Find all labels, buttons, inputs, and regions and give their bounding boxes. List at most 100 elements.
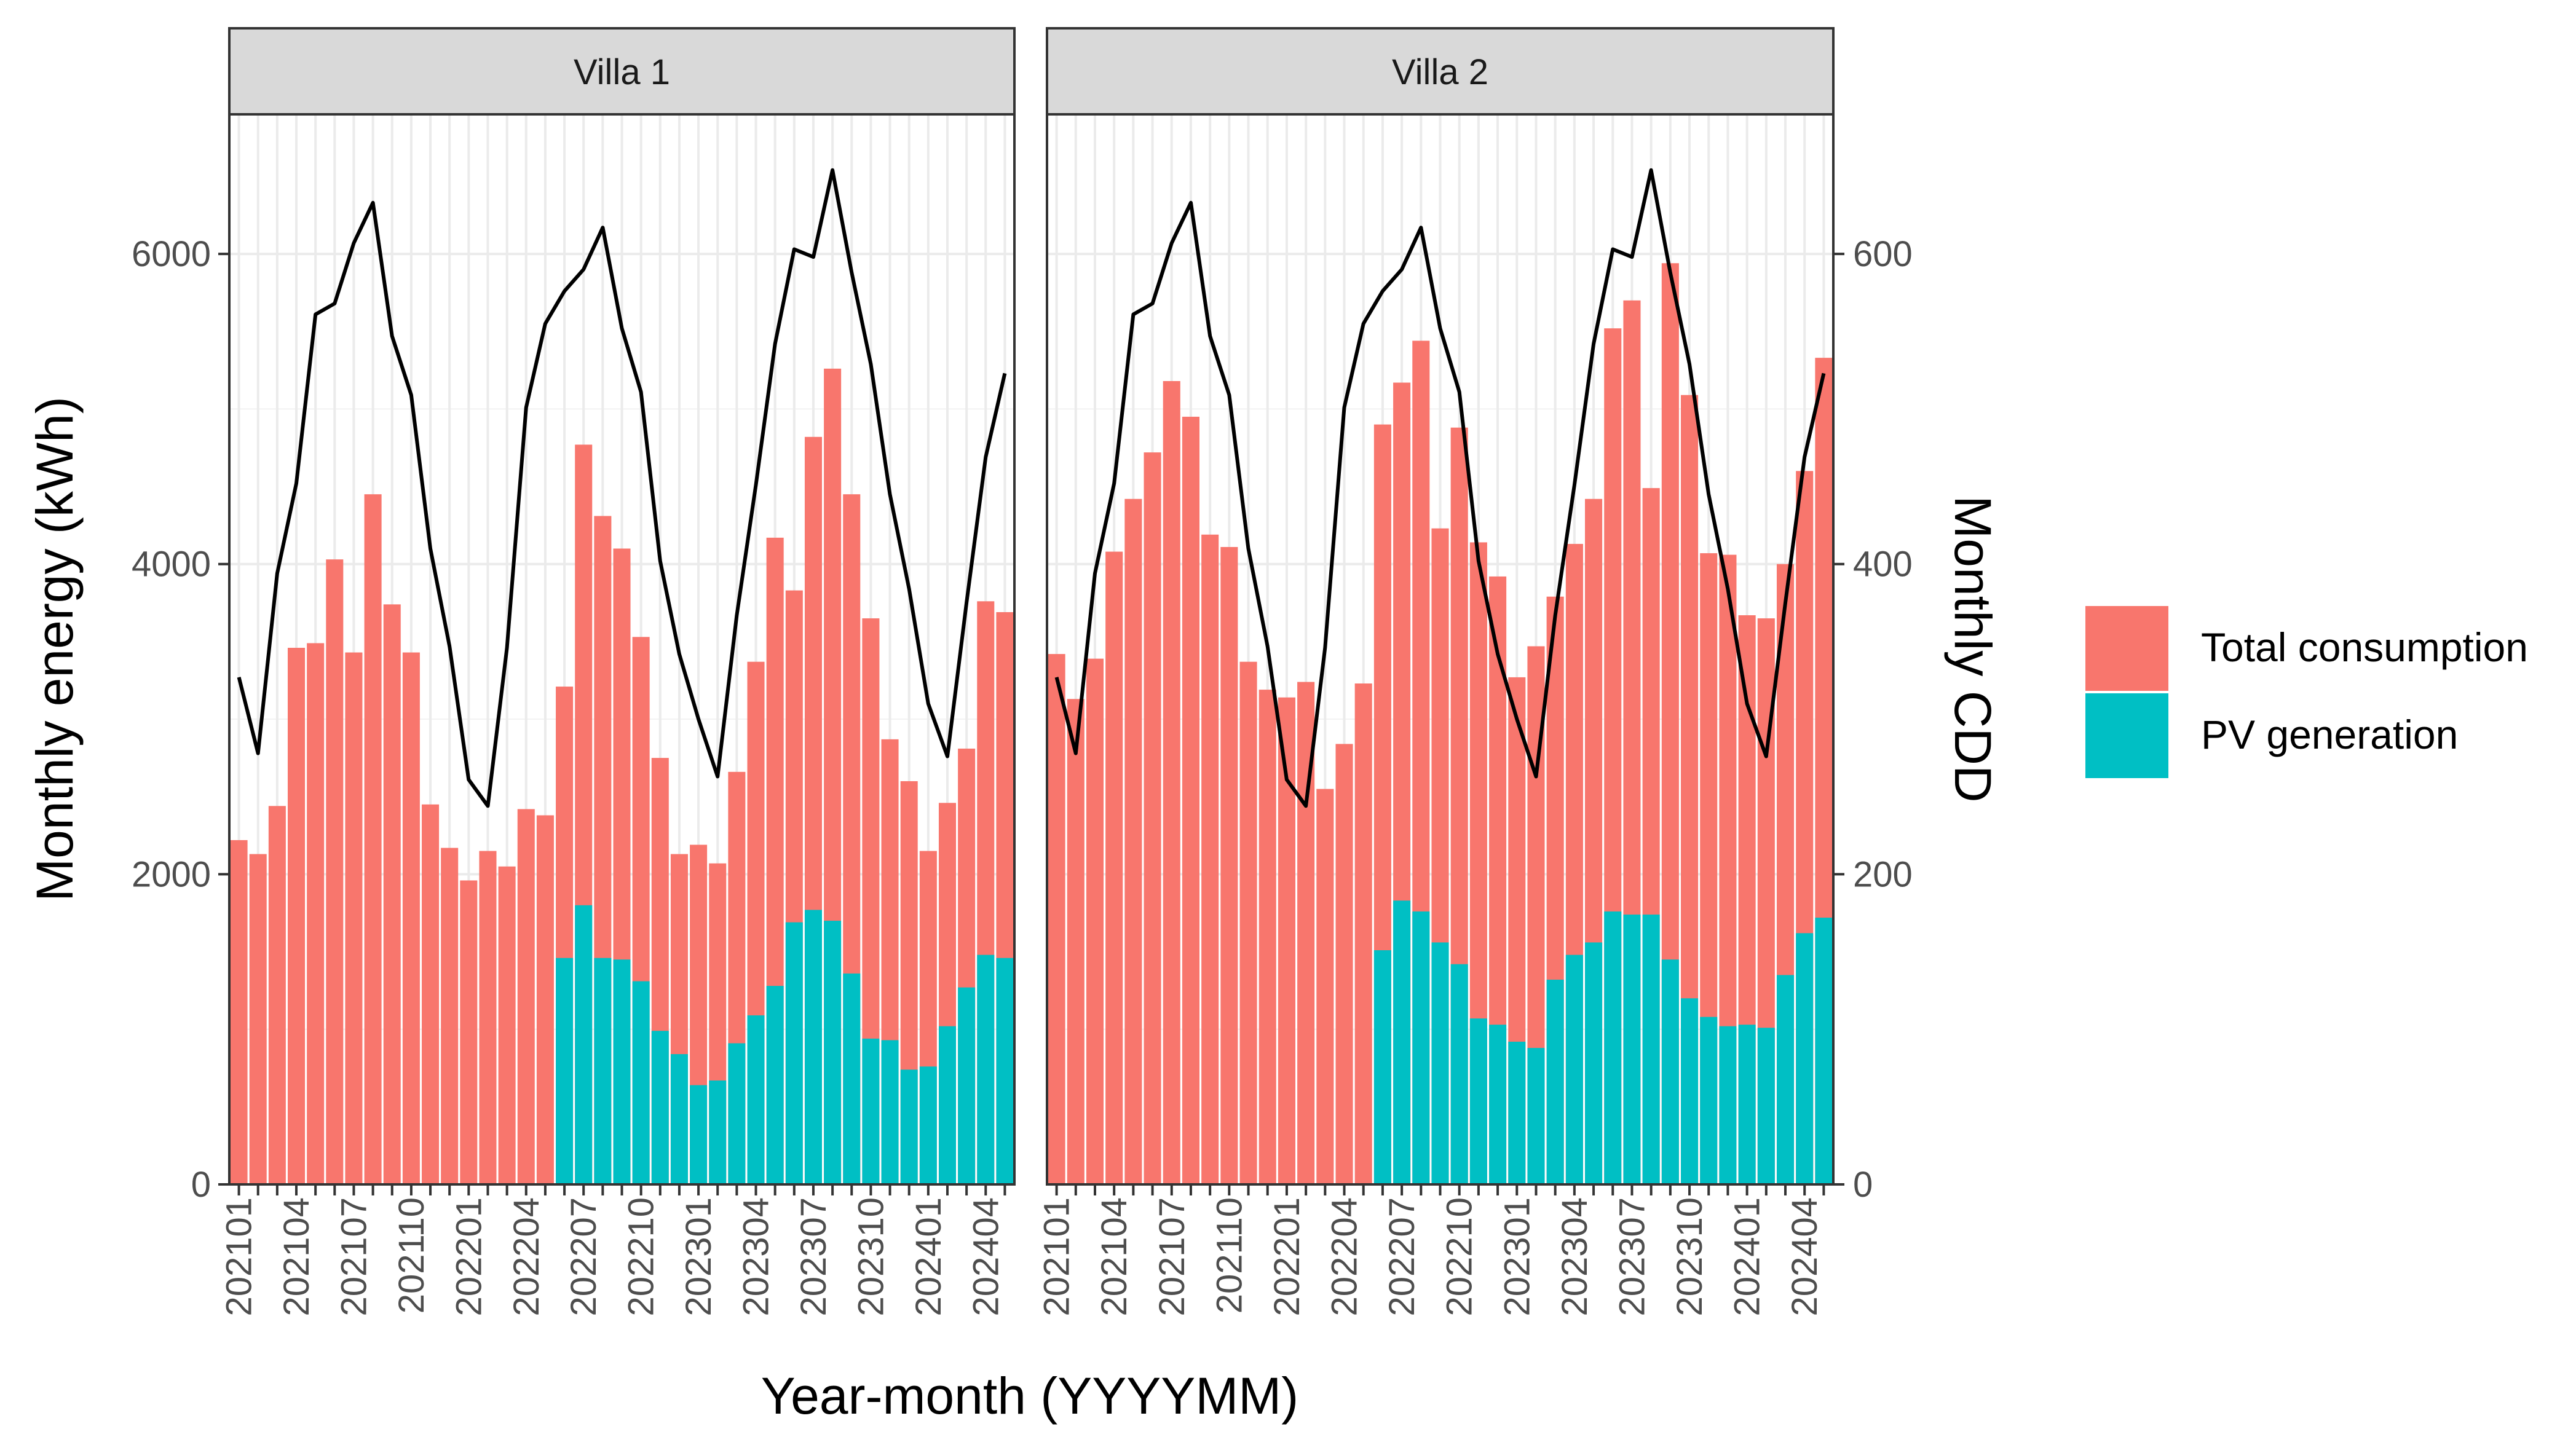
x-tick-label: 202104 [277, 1197, 317, 1317]
bar-total-consumption [383, 604, 401, 1184]
bar-pv-generation [1431, 942, 1449, 1184]
bar-pv-generation [785, 922, 803, 1184]
y-tick-label: 2000 [132, 854, 211, 894]
bar-total-consumption [1163, 380, 1180, 1184]
bar-total-consumption [249, 854, 267, 1184]
facet-strip-1 [228, 27, 1016, 116]
bar-pv-generation [996, 958, 1014, 1184]
bar-pv-generation [804, 910, 822, 1184]
bar-pv-generation [1738, 1025, 1756, 1184]
legend-swatch [2085, 693, 2168, 778]
x-tick-label: 202104 [1094, 1197, 1134, 1317]
x-tick-label: 202404 [1785, 1197, 1825, 1317]
facet-strip-2 [1046, 27, 1835, 116]
bar-pv-generation [1393, 900, 1411, 1184]
bar-pv-generation [900, 1069, 918, 1184]
x-tick-label: 202204 [507, 1197, 547, 1317]
bar-total-consumption [517, 809, 535, 1184]
bar-pv-generation [594, 958, 612, 1184]
bar-total-consumption [345, 652, 363, 1184]
bar-pv-generation [881, 1040, 899, 1184]
x-tick-label: 202110 [1209, 1197, 1249, 1313]
bar-pv-generation [958, 987, 976, 1184]
bar-pv-generation [1700, 1017, 1718, 1184]
bar-total-consumption [1201, 534, 1219, 1184]
bar-total-consumption [1124, 498, 1142, 1184]
bar-pv-generation [1776, 975, 1795, 1184]
x-tick-label: 202401 [909, 1197, 949, 1317]
y-axis-title: Monthly energy (kWh) [26, 396, 84, 902]
x-tick-label: 202101 [219, 1197, 259, 1317]
legend-label: Total consumption [2201, 624, 2528, 670]
bar-total-consumption [1105, 551, 1123, 1185]
bar-total-consumption [498, 866, 516, 1184]
bar-pv-generation [556, 958, 574, 1184]
bar-total-consumption [1239, 661, 1257, 1184]
bar-total-consumption [1335, 744, 1353, 1184]
y-tick-label: 0 [191, 1165, 211, 1205]
x-tick-label: 202101 [1037, 1197, 1077, 1317]
bar-pv-generation [1469, 1018, 1487, 1184]
bar-pv-generation [1604, 911, 1622, 1184]
bar-pv-generation [1450, 964, 1468, 1184]
bar-pv-generation [1412, 911, 1430, 1184]
x-axis-title: Year-month (YYYYMM) [761, 1367, 1299, 1425]
bar-pv-generation [1373, 950, 1391, 1184]
y-tick-label: 6000 [132, 234, 211, 274]
bar-pv-generation [1546, 979, 1564, 1184]
x-tick-label: 202201 [449, 1197, 489, 1317]
line-monthly-cdd [1054, 168, 1826, 808]
x-tick-label: 202107 [1152, 1197, 1192, 1317]
bar-pv-generation [1585, 942, 1603, 1184]
x-tick-label: 202401 [1728, 1197, 1768, 1317]
bar-pv-generation [1623, 914, 1641, 1184]
bar-total-consumption [268, 806, 286, 1184]
x-tick-label: 202310 [851, 1197, 891, 1317]
bar-pv-generation [824, 921, 842, 1184]
bar-pv-generation [728, 1043, 746, 1184]
legend-swatch [2085, 606, 2168, 691]
bar-total-consumption [1182, 417, 1200, 1184]
y2-tick-label: 400 [1853, 545, 1913, 585]
bar-total-consumption [1144, 452, 1161, 1184]
bar-pv-generation [1661, 959, 1679, 1184]
x-tick-label: 202204 [1325, 1197, 1365, 1317]
bar-pv-generation [670, 1054, 688, 1184]
bar-total-consumption [1258, 690, 1276, 1184]
bar-pv-generation [613, 959, 631, 1184]
x-tick-label: 202210 [1440, 1197, 1480, 1317]
bar-total-consumption [1354, 683, 1372, 1184]
bar-total-consumption [1086, 658, 1104, 1184]
y2-tick-label: 0 [1853, 1165, 1873, 1205]
y2-tick-label: 600 [1853, 234, 1913, 274]
bar-pv-generation [1796, 933, 1814, 1184]
bar-pv-generation [1719, 1026, 1737, 1184]
bar-total-consumption [422, 804, 440, 1184]
bar-total-consumption [230, 840, 248, 1184]
bar-pv-generation [632, 981, 650, 1184]
bar-pv-generation [843, 973, 861, 1184]
bar-pv-generation [651, 1031, 669, 1184]
bar-pv-generation [1642, 914, 1660, 1184]
x-tick-label: 202107 [334, 1197, 374, 1317]
x-tick-label: 202210 [622, 1197, 662, 1317]
x-tick-label: 202304 [737, 1197, 776, 1317]
x-tick-label: 202307 [794, 1197, 834, 1317]
bar-pv-generation [1757, 1028, 1775, 1184]
facet-strip-title: Villa 2 [1392, 52, 1488, 92]
bar-pv-generation [1527, 1047, 1545, 1184]
bar-pv-generation [862, 1038, 880, 1184]
legend-label: PV generation [2201, 712, 2458, 757]
bar-total-consumption [307, 643, 325, 1184]
bar-total-consumption [479, 851, 497, 1184]
x-tick-label: 202301 [679, 1197, 719, 1317]
bar-pv-generation [1815, 918, 1833, 1184]
y2-axis-title: Monthly CDD [1944, 495, 2002, 802]
x-tick-label: 202301 [1497, 1197, 1537, 1317]
bar-pv-generation [1508, 1041, 1526, 1184]
line-monthly-cdd [237, 168, 1007, 808]
bar-total-consumption [364, 494, 382, 1184]
x-tick-label: 202404 [966, 1197, 1006, 1317]
